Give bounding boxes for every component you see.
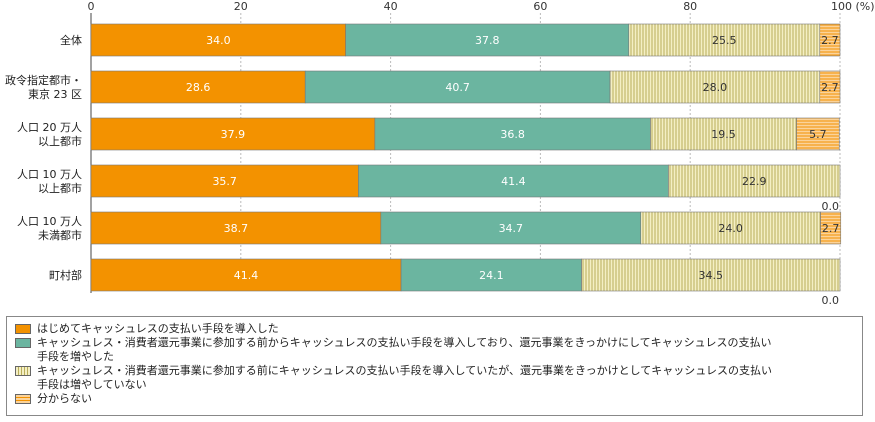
legend-label-line: キャッシュレス・消費者還元事業に参加する前からキャッシュレスの支払い手段を導入し… (37, 336, 772, 349)
legend-label: はじめてキャッシュレスの支払い手段を導入した (37, 322, 857, 336)
bar-segment (650, 117, 797, 151)
grid-lines (90, 13, 841, 293)
data-label: 40.7 (445, 81, 470, 94)
x-tick-label: 20 (234, 0, 248, 13)
data-label: 41.4 (234, 269, 259, 282)
bar-segment (400, 258, 582, 292)
bar-segment (819, 70, 841, 104)
data-label: 37.8 (475, 34, 500, 47)
data-label: 28.6 (186, 81, 211, 94)
data-label: 28.0 (703, 81, 728, 94)
data-label: 38.7 (224, 222, 249, 235)
bar-segment (581, 258, 841, 292)
data-label: 34.7 (499, 222, 524, 235)
bar-segment (358, 164, 669, 198)
data-label: 2.7 (822, 222, 840, 235)
legend-label-line: 分からない (37, 392, 92, 405)
data-label: 22.9 (742, 175, 767, 188)
data-label: 0.0 (822, 200, 840, 213)
data-label: 37.9 (221, 128, 246, 141)
bars (90, 23, 842, 292)
category-label: 全体 (60, 33, 82, 47)
x-tick-label: 40 (384, 0, 398, 13)
data-label: 34.0 (206, 34, 231, 47)
data-label: 0.0 (822, 294, 840, 307)
bar-segment (90, 70, 306, 104)
category-label: 政令指定都市・ (5, 73, 82, 87)
legend: はじめてキャッシュレスの支払い手段を導入した キャッシュレス・消費者還元事業に参加… (6, 316, 863, 416)
bar-segment (90, 23, 346, 57)
bar-segment (90, 117, 376, 151)
legend-label: キャッシュレス・消費者還元事業に参加する前にキャッシュレスの支払い手段を導入して… (37, 364, 857, 392)
bar-segment (819, 23, 841, 57)
legend-label-line: はじめてキャッシュレスの支払い手段を導入した (37, 322, 279, 335)
x-tick-label: 0 (88, 0, 95, 13)
bar-segment (90, 258, 402, 292)
bar-segment (609, 70, 821, 104)
category-label: 人口 10 万人 (17, 215, 82, 228)
x-tick-label: 60 (533, 0, 547, 13)
category-label: 東京 23 区 (28, 87, 82, 101)
legend-swatch (15, 324, 31, 334)
bar-segment (820, 211, 842, 245)
data-labels: 34.0 37.8 25.5 2.7 28.6 40.7 28.0 2.7 37.9 36.8 19… (186, 34, 840, 307)
data-label: 5.7 (809, 128, 827, 141)
data-label: 2.7 (821, 34, 839, 47)
data-label: 24.1 (479, 269, 504, 282)
data-label: 24.0 (718, 222, 743, 235)
legend-label: キャッシュレス・消費者還元事業に参加する前からキャッシュレスの支払い手段を導入し… (37, 336, 857, 364)
legend-label-line: 手段は増やしていない (37, 378, 147, 391)
bar-segment (668, 164, 841, 198)
bar-segment (345, 23, 630, 57)
legend-label-line: 手段を増やした (37, 350, 114, 363)
bar-segment (640, 211, 821, 245)
bar-segment (628, 23, 821, 57)
data-label: 36.8 (500, 128, 525, 141)
x-tick-label: 80 (683, 0, 697, 13)
category-label: 以上都市 (38, 181, 82, 195)
data-label: 41.4 (501, 175, 526, 188)
legend-swatch (15, 366, 31, 376)
category-label: 人口 10 万人 (17, 168, 82, 181)
legend-label: 分からない (37, 392, 857, 406)
category-label: 未満都市 (38, 228, 82, 242)
category-label: 町村部 (49, 268, 82, 282)
data-label: 2.7 (821, 81, 839, 94)
data-label: 34.5 (699, 269, 724, 282)
x-tick-label: 100 (%) (831, 0, 875, 13)
data-label: 35.7 (212, 175, 237, 188)
data-label: 25.5 (712, 34, 737, 47)
x-axis-ticks: 0 20 40 60 80 100 (%) (88, 0, 875, 13)
category-label: 人口 20 万人 (17, 121, 82, 134)
legend-swatch (15, 394, 31, 404)
data-label: 19.5 (711, 128, 736, 141)
bar-segment (90, 164, 359, 198)
bar-segment (796, 117, 840, 151)
bar-segment (374, 117, 651, 151)
legend-label-line: キャッシュレス・消費者還元事業に参加する前にキャッシュレスの支払い手段を導入して… (37, 364, 773, 377)
category-label: 以上都市 (38, 134, 82, 148)
legend-swatch (15, 338, 31, 348)
bar-segment (304, 70, 611, 104)
